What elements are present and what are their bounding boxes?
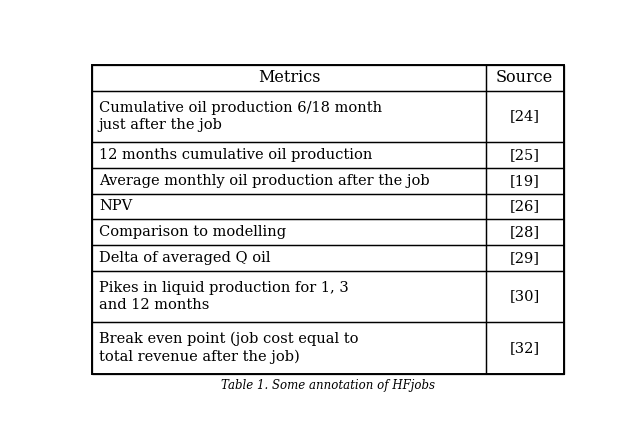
Text: [25]: [25] (509, 148, 540, 162)
Bar (92, 194, 486, 219)
Bar (92, 245, 486, 271)
Text: Cumulative oil production 6/18 month
just after the job: Cumulative oil production 6/18 month jus… (99, 101, 382, 132)
Bar (92, 322, 486, 374)
Text: Delta of averaged Q oil: Delta of averaged Q oil (99, 251, 270, 265)
Text: [32]: [32] (509, 341, 540, 355)
Text: NPV: NPV (99, 199, 132, 213)
Bar (486, 219, 564, 245)
Text: 12 months cumulative oil production: 12 months cumulative oil production (99, 148, 372, 162)
Bar (92, 219, 486, 245)
Bar (486, 168, 564, 194)
Bar (92, 142, 486, 168)
Bar (486, 90, 564, 142)
Text: [30]: [30] (509, 290, 540, 303)
Text: Pikes in liquid production for 1, 3
and 12 months: Pikes in liquid production for 1, 3 and … (99, 281, 349, 312)
Text: [19]: [19] (510, 174, 540, 188)
Bar (486, 65, 564, 90)
Text: [26]: [26] (509, 199, 540, 213)
Text: Table 1. Some annotation of HFjobs: Table 1. Some annotation of HFjobs (221, 378, 435, 392)
Text: [24]: [24] (509, 109, 540, 123)
Text: Average monthly oil production after the job: Average monthly oil production after the… (99, 174, 429, 188)
Bar (92, 271, 486, 322)
Text: Comparison to modelling: Comparison to modelling (99, 225, 286, 239)
Text: [28]: [28] (509, 225, 540, 239)
Bar (486, 194, 564, 219)
Bar (92, 65, 486, 90)
Bar (486, 142, 564, 168)
Bar (92, 90, 486, 142)
Text: Break even point (job cost equal to
total revenue after the job): Break even point (job cost equal to tota… (99, 332, 358, 364)
Bar (92, 168, 486, 194)
Bar (486, 322, 564, 374)
Bar (486, 245, 564, 271)
Text: Metrics: Metrics (258, 69, 321, 86)
Text: Source: Source (496, 69, 554, 86)
Text: [29]: [29] (509, 251, 540, 265)
Bar (486, 271, 564, 322)
